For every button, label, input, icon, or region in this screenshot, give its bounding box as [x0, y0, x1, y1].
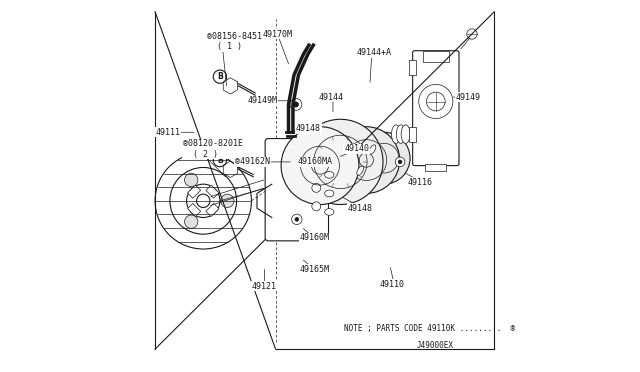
Text: 49148: 49148 — [296, 124, 321, 133]
Circle shape — [281, 127, 359, 205]
Text: 49121: 49121 — [252, 282, 277, 291]
Circle shape — [295, 218, 299, 221]
Text: ®08120-8201E
  ( 2 ): ®08120-8201E ( 2 ) — [183, 139, 243, 158]
Ellipse shape — [401, 125, 410, 143]
Ellipse shape — [324, 190, 334, 197]
Circle shape — [398, 160, 402, 164]
Text: ®08156-8451E
  ( 1 ): ®08156-8451E ( 1 ) — [207, 32, 267, 51]
Circle shape — [292, 214, 302, 225]
Text: NOTE ; PARTS CODE 49110K .........  ®: NOTE ; PARTS CODE 49110K ......... ® — [344, 324, 515, 333]
Text: J49000EX: J49000EX — [417, 341, 453, 350]
Text: 49160MA: 49160MA — [298, 157, 333, 166]
Circle shape — [312, 183, 321, 192]
Text: 49160M: 49160M — [300, 233, 330, 243]
Text: 49149: 49149 — [455, 93, 480, 102]
Circle shape — [196, 194, 210, 208]
Ellipse shape — [357, 166, 364, 175]
Text: 49140: 49140 — [344, 144, 369, 153]
Circle shape — [221, 194, 234, 208]
Bar — [206, 185, 219, 198]
Circle shape — [396, 157, 405, 167]
Circle shape — [358, 132, 410, 184]
FancyBboxPatch shape — [265, 138, 328, 241]
Text: 49144: 49144 — [318, 93, 343, 102]
Text: 49111: 49111 — [155, 128, 180, 137]
Bar — [206, 203, 219, 217]
Bar — [188, 203, 200, 217]
Text: 49170M: 49170M — [262, 29, 292, 39]
Circle shape — [184, 215, 198, 228]
FancyBboxPatch shape — [413, 51, 459, 166]
Bar — [188, 185, 200, 198]
Text: 49165M: 49165M — [300, 265, 330, 274]
Circle shape — [333, 127, 400, 193]
Bar — [425, 164, 447, 171]
Circle shape — [290, 99, 302, 110]
Circle shape — [312, 202, 321, 211]
Circle shape — [293, 102, 298, 107]
Bar — [409, 127, 417, 141]
Ellipse shape — [369, 145, 376, 154]
Bar — [409, 60, 417, 75]
Text: 49148: 49148 — [348, 204, 372, 213]
Text: 49144+A: 49144+A — [357, 48, 392, 57]
Ellipse shape — [392, 125, 401, 143]
Ellipse shape — [324, 171, 334, 178]
Text: ®49162N: ®49162N — [235, 157, 270, 166]
Text: 49149M: 49149M — [248, 96, 277, 105]
Text: 49110: 49110 — [380, 280, 404, 289]
Bar — [423, 51, 449, 62]
Text: B: B — [217, 155, 223, 164]
Circle shape — [184, 173, 198, 187]
Ellipse shape — [324, 209, 334, 215]
Ellipse shape — [396, 125, 405, 143]
Circle shape — [298, 119, 383, 205]
Text: 49116: 49116 — [407, 178, 432, 187]
Text: B: B — [217, 72, 223, 81]
